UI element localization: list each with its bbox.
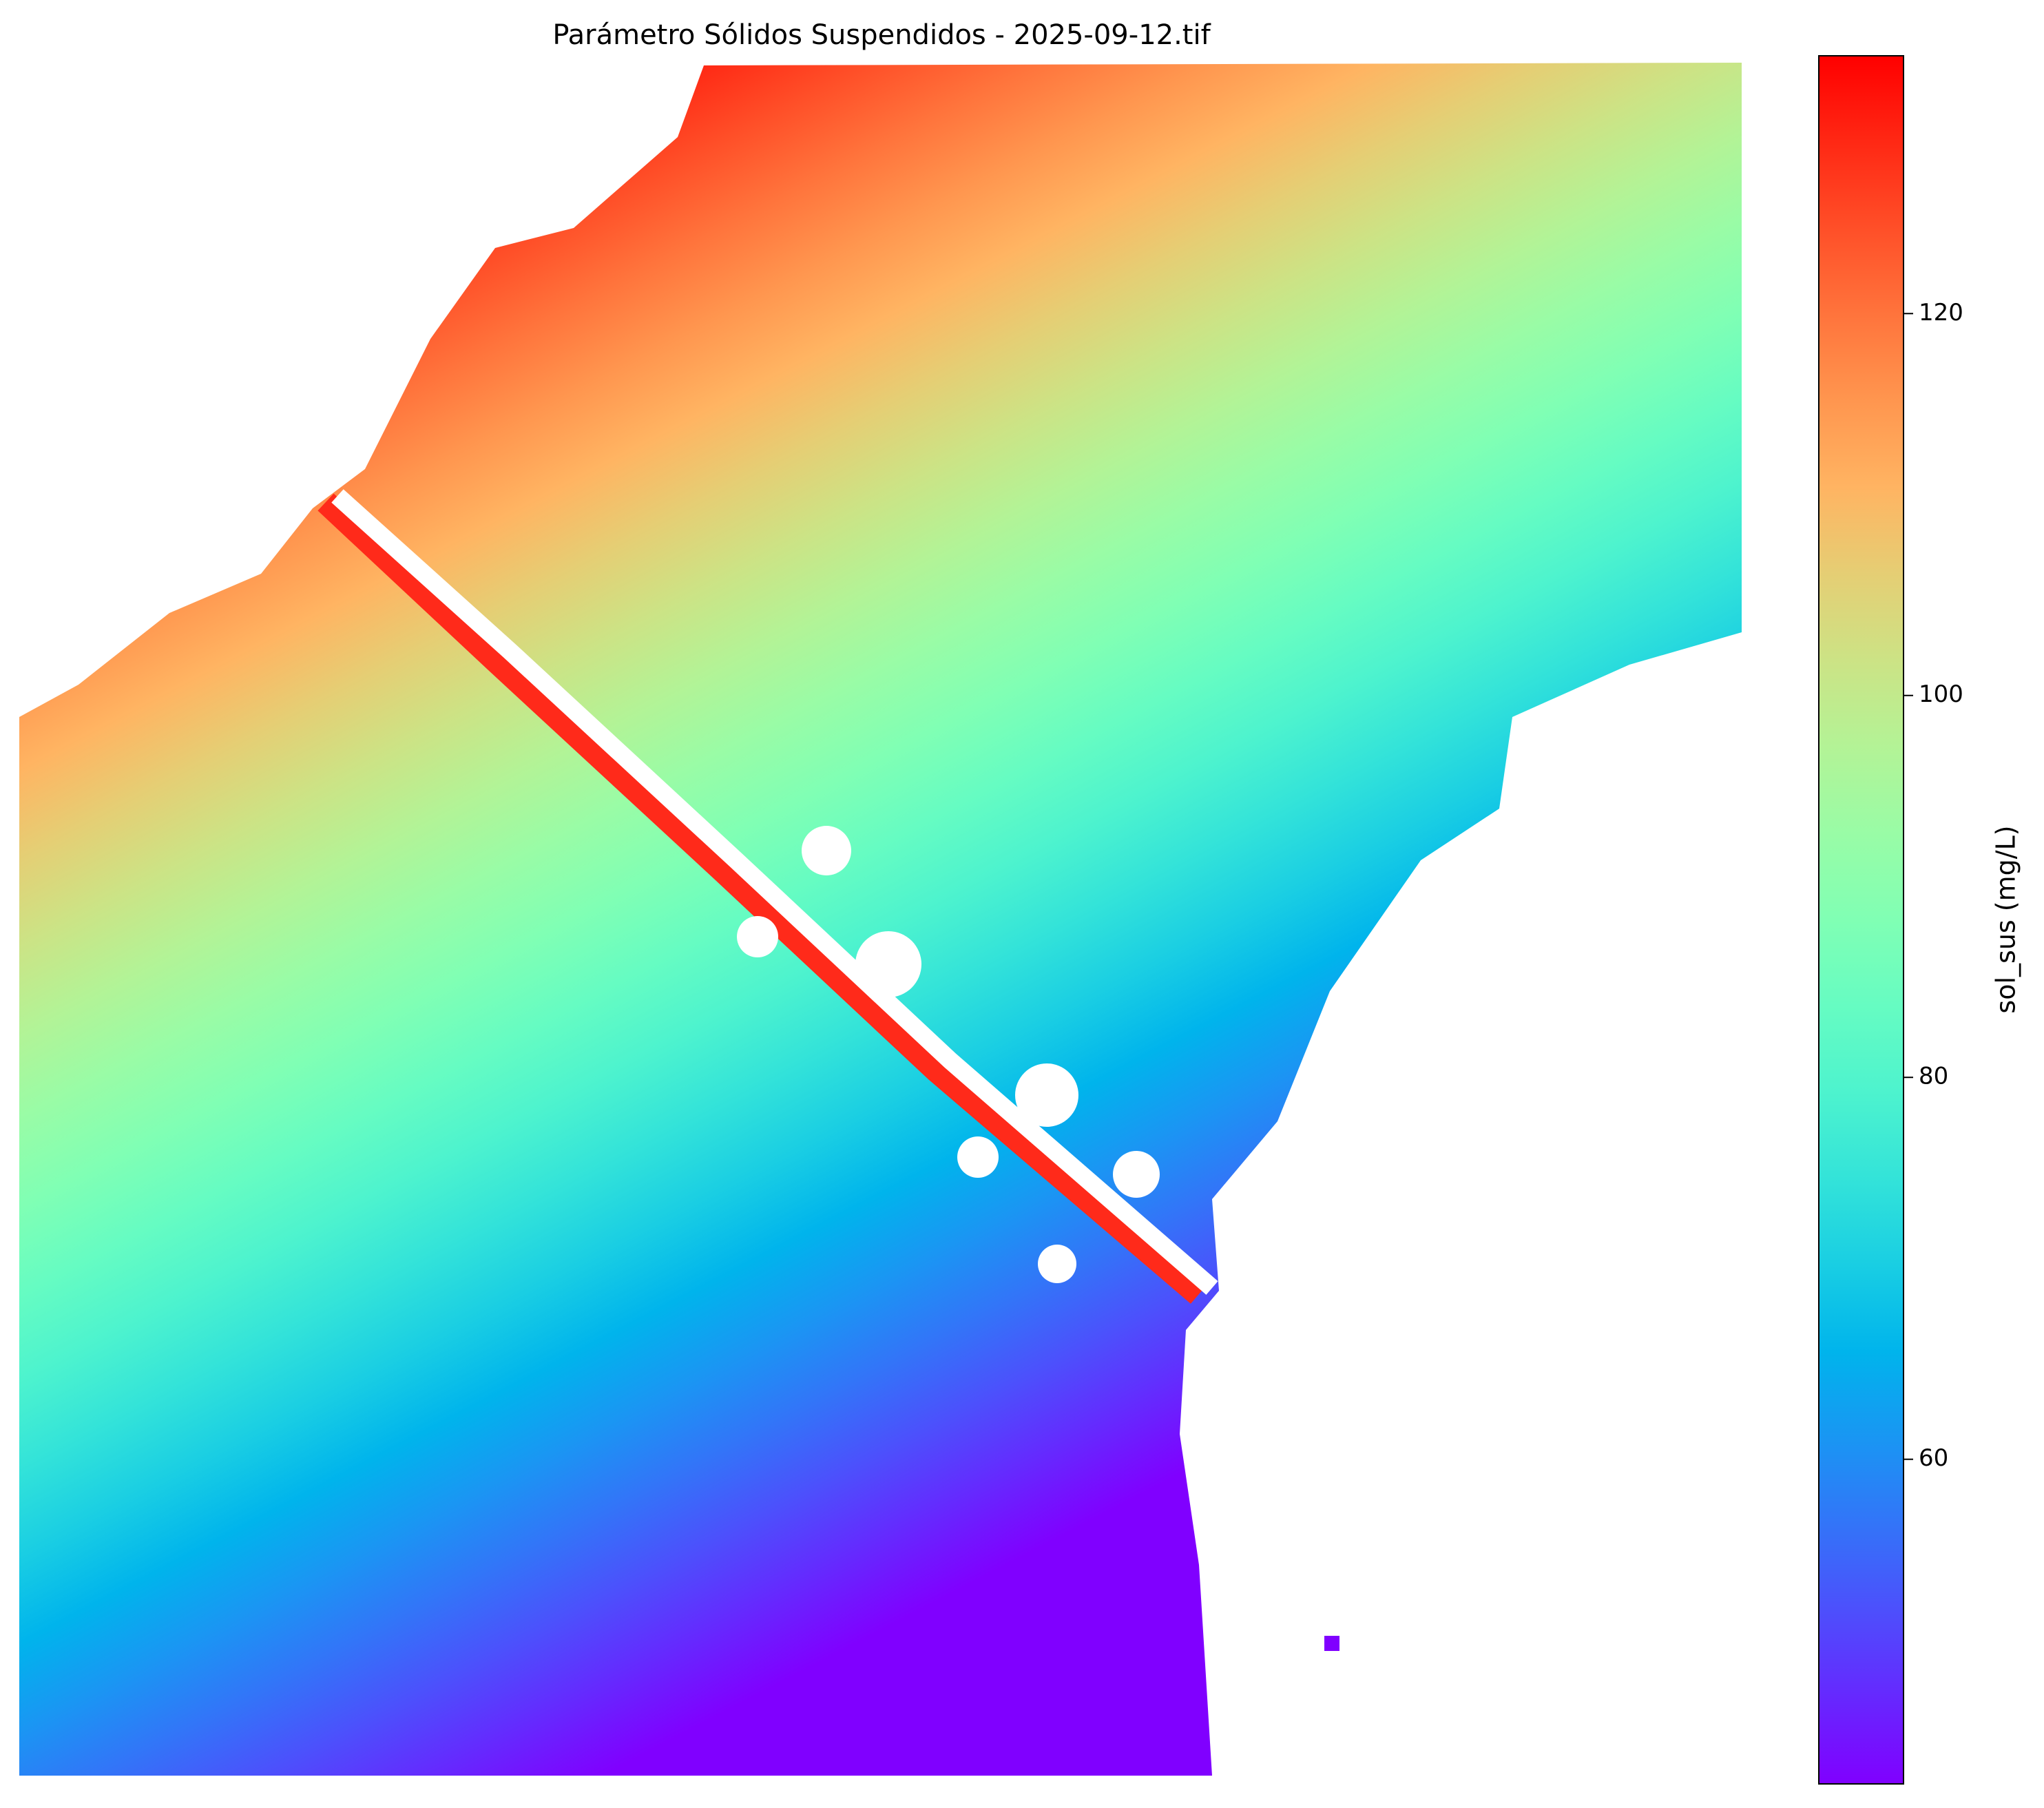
island (737, 916, 778, 957)
colorbar-tick-label: 120 (1919, 299, 1963, 326)
island (1038, 1245, 1076, 1283)
island (957, 1136, 999, 1178)
colorbar-label: sol_sus (mg/L) (1991, 825, 2021, 1013)
raster (19, 63, 1742, 1776)
pixel (1324, 1636, 1339, 1651)
island (802, 826, 851, 875)
raster-image (19, 63, 1742, 1776)
colorbar-tick-label: 80 (1919, 1063, 1948, 1090)
island (1015, 1063, 1078, 1127)
colorbar-tick-label: 60 (1919, 1444, 1948, 1472)
colorbar-tick-label: 100 (1919, 680, 1963, 708)
island (1113, 1151, 1160, 1198)
island (855, 931, 921, 997)
channel (331, 489, 1218, 1295)
channel-edge (317, 493, 1207, 1304)
colorbar (1818, 55, 1904, 1785)
chart-title: Parámetro Sólidos Suspendidos - 2025-09-… (552, 19, 1211, 51)
